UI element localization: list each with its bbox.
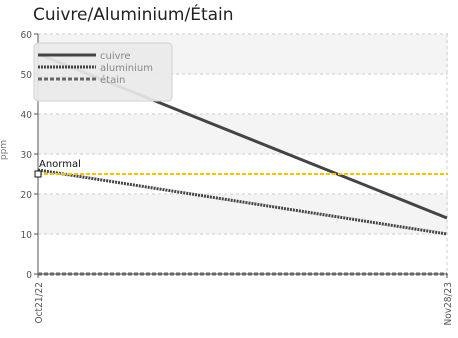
y-tick-label: 60 (21, 30, 33, 41)
y-tick-label: 30 (21, 150, 33, 161)
x-tick-label: Oct21/22 (34, 282, 45, 323)
legend-box (33, 42, 173, 102)
legend-label-aluminium: aluminium (100, 63, 153, 74)
threshold-marker (34, 170, 42, 178)
y-tick-label: 50 (21, 70, 33, 81)
legend-label-étain: étain (100, 74, 125, 86)
x-tick-label: Nov28/23 (443, 282, 454, 325)
y-tick-label: 20 (21, 190, 33, 201)
grid-band (38, 194, 448, 234)
grid-band (38, 114, 448, 154)
threshold-label: Anormal (39, 159, 81, 170)
chart-title: Cuivre/Aluminium/Étain (33, 5, 234, 25)
legend-label-cuivre: cuivre (100, 51, 131, 62)
tick-labels: 0 10 20 30 40 50 60 Oct21/22 Nov28/23 ppm (0, 30, 454, 325)
y-tick-label: 0 (26, 270, 32, 281)
annotations: Anormal (34, 159, 448, 178)
grid-band (38, 234, 448, 274)
y-tick-label: 10 (21, 230, 33, 241)
y-tick-label: 40 (21, 110, 33, 121)
y-axis-label: ppm (0, 140, 9, 160)
